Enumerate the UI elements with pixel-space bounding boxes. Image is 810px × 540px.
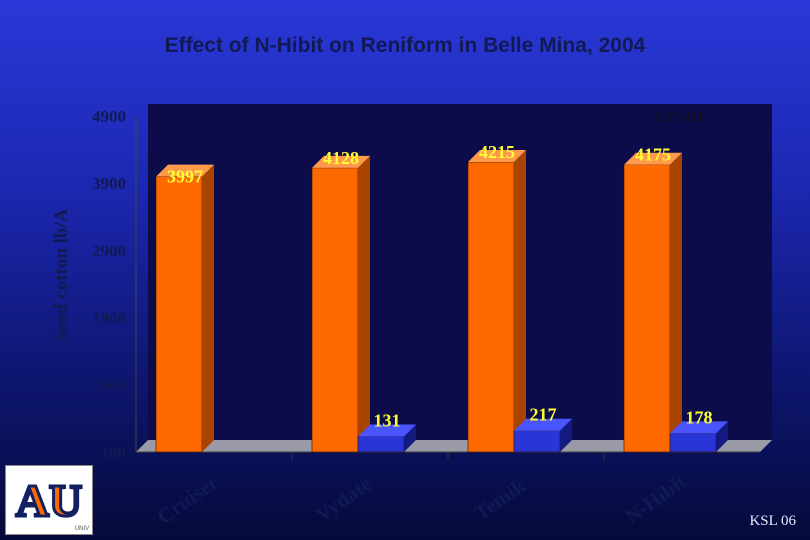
- data-label: 4175: [635, 145, 671, 165]
- bar-side: [514, 150, 526, 453]
- y-tick-label: 4900: [92, 107, 126, 126]
- data-label: 4215: [479, 142, 515, 162]
- bar-side: [670, 152, 682, 452]
- bar: [513, 430, 561, 453]
- x-category-label: Vydate: [311, 472, 376, 527]
- bar: [467, 161, 515, 453]
- data-label: 4128: [323, 148, 359, 168]
- x-category-label: Temik: [470, 473, 530, 525]
- bar-side: [358, 155, 370, 452]
- x-category-label: N-Hibit: [621, 470, 691, 529]
- chart-title: Effect of N-Hibit on Reniform in Belle M…: [164, 34, 646, 57]
- footer-credit: KSL 06: [749, 513, 796, 529]
- data-label: 217: [530, 405, 557, 425]
- plot-floor: [136, 440, 772, 452]
- logo-small-text: UNIV: [75, 526, 89, 532]
- bar-side: [202, 164, 214, 453]
- y-tick-label: 1900: [92, 309, 126, 328]
- bar-top: [156, 164, 214, 177]
- plot-back-wall: [148, 104, 772, 440]
- y-tick-label: 900: [101, 376, 127, 395]
- university-logo: AU UNIV: [5, 465, 93, 535]
- bar-side: [404, 424, 416, 452]
- lsd-annotation: LSD 451: [656, 109, 703, 124]
- y-tick-label: 2900: [92, 241, 126, 260]
- x-category-label: Cruiser: [153, 470, 223, 529]
- bar-side: [716, 421, 728, 452]
- bar: [357, 436, 405, 453]
- bar-top: [514, 418, 572, 431]
- bar-top: [624, 152, 682, 165]
- bar: [155, 176, 203, 453]
- bar-top: [358, 424, 416, 437]
- y-axis-label: Seed cotton lb/A: [51, 208, 72, 342]
- bar: [623, 164, 671, 453]
- data-label: 178: [686, 407, 713, 427]
- data-label: 3997: [167, 167, 203, 187]
- data-label: 131: [374, 410, 401, 430]
- bar-side: [560, 418, 572, 452]
- y-tick-label: 3900: [92, 174, 126, 193]
- logo-letters: AU: [16, 475, 82, 526]
- bar-top: [312, 155, 370, 168]
- bar: [311, 167, 359, 453]
- bar-top: [670, 421, 728, 434]
- bar-top: [468, 150, 526, 163]
- bar: [669, 433, 717, 453]
- y-tick-label: -100: [95, 443, 126, 462]
